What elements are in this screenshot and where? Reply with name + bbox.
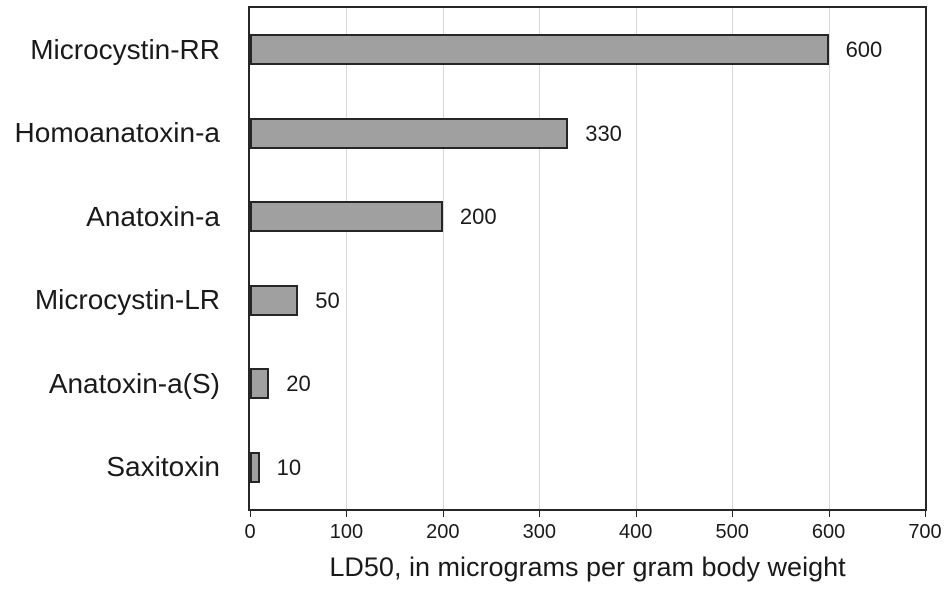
category-label: Homoanatoxin-a [14,117,220,149]
bar-value-label: 330 [585,120,622,146]
category-label: Saxitoxin [106,451,220,483]
axis-tick-label: 100 [329,521,364,543]
bar-value-label: 10 [276,454,302,480]
gridline [732,8,734,509]
category-label: Microcystin-RR [30,33,220,65]
bar [250,451,260,483]
axis-tick-label: 200 [426,521,460,543]
axis-tick-label: 0 [244,521,256,543]
axis-tick [732,511,734,517]
bar-value-label: 20 [286,371,311,397]
gridline [635,8,637,509]
axis-tick-label: 600 [811,521,846,543]
gridline [828,8,830,509]
bar-value-label: 50 [315,287,340,313]
bar-value-label: 200 [459,204,497,230]
bar-value-label: 600 [845,37,883,63]
bar [250,368,270,400]
axis-tick-label: 700 [908,521,942,543]
bar [250,284,299,316]
gridline [539,8,541,509]
axis-tick [828,511,830,517]
axis-tick-label: 400 [619,521,653,543]
axis-tick [250,511,251,517]
x-axis-title: LD50, in micrograms per gram body weight [329,552,846,582]
axis-tick [442,511,444,517]
axis-tick-label: 500 [715,521,749,543]
bar [250,201,443,233]
category-label: Microcystin-LR [34,284,220,316]
axis-tick [346,511,348,517]
gridline [346,8,348,509]
axis-tick-label: 300 [522,521,556,543]
plot-area: 600 330 200 50 20 10 [248,6,927,511]
category-label: Anatoxin-a(S) [48,367,220,399]
category-label: Anatoxin-a [86,200,220,232]
bar [250,117,569,149]
axis-tick [635,511,637,517]
gridline [442,8,444,509]
bar [250,34,829,66]
axis-tick [925,511,926,517]
axis-tick [539,511,541,517]
